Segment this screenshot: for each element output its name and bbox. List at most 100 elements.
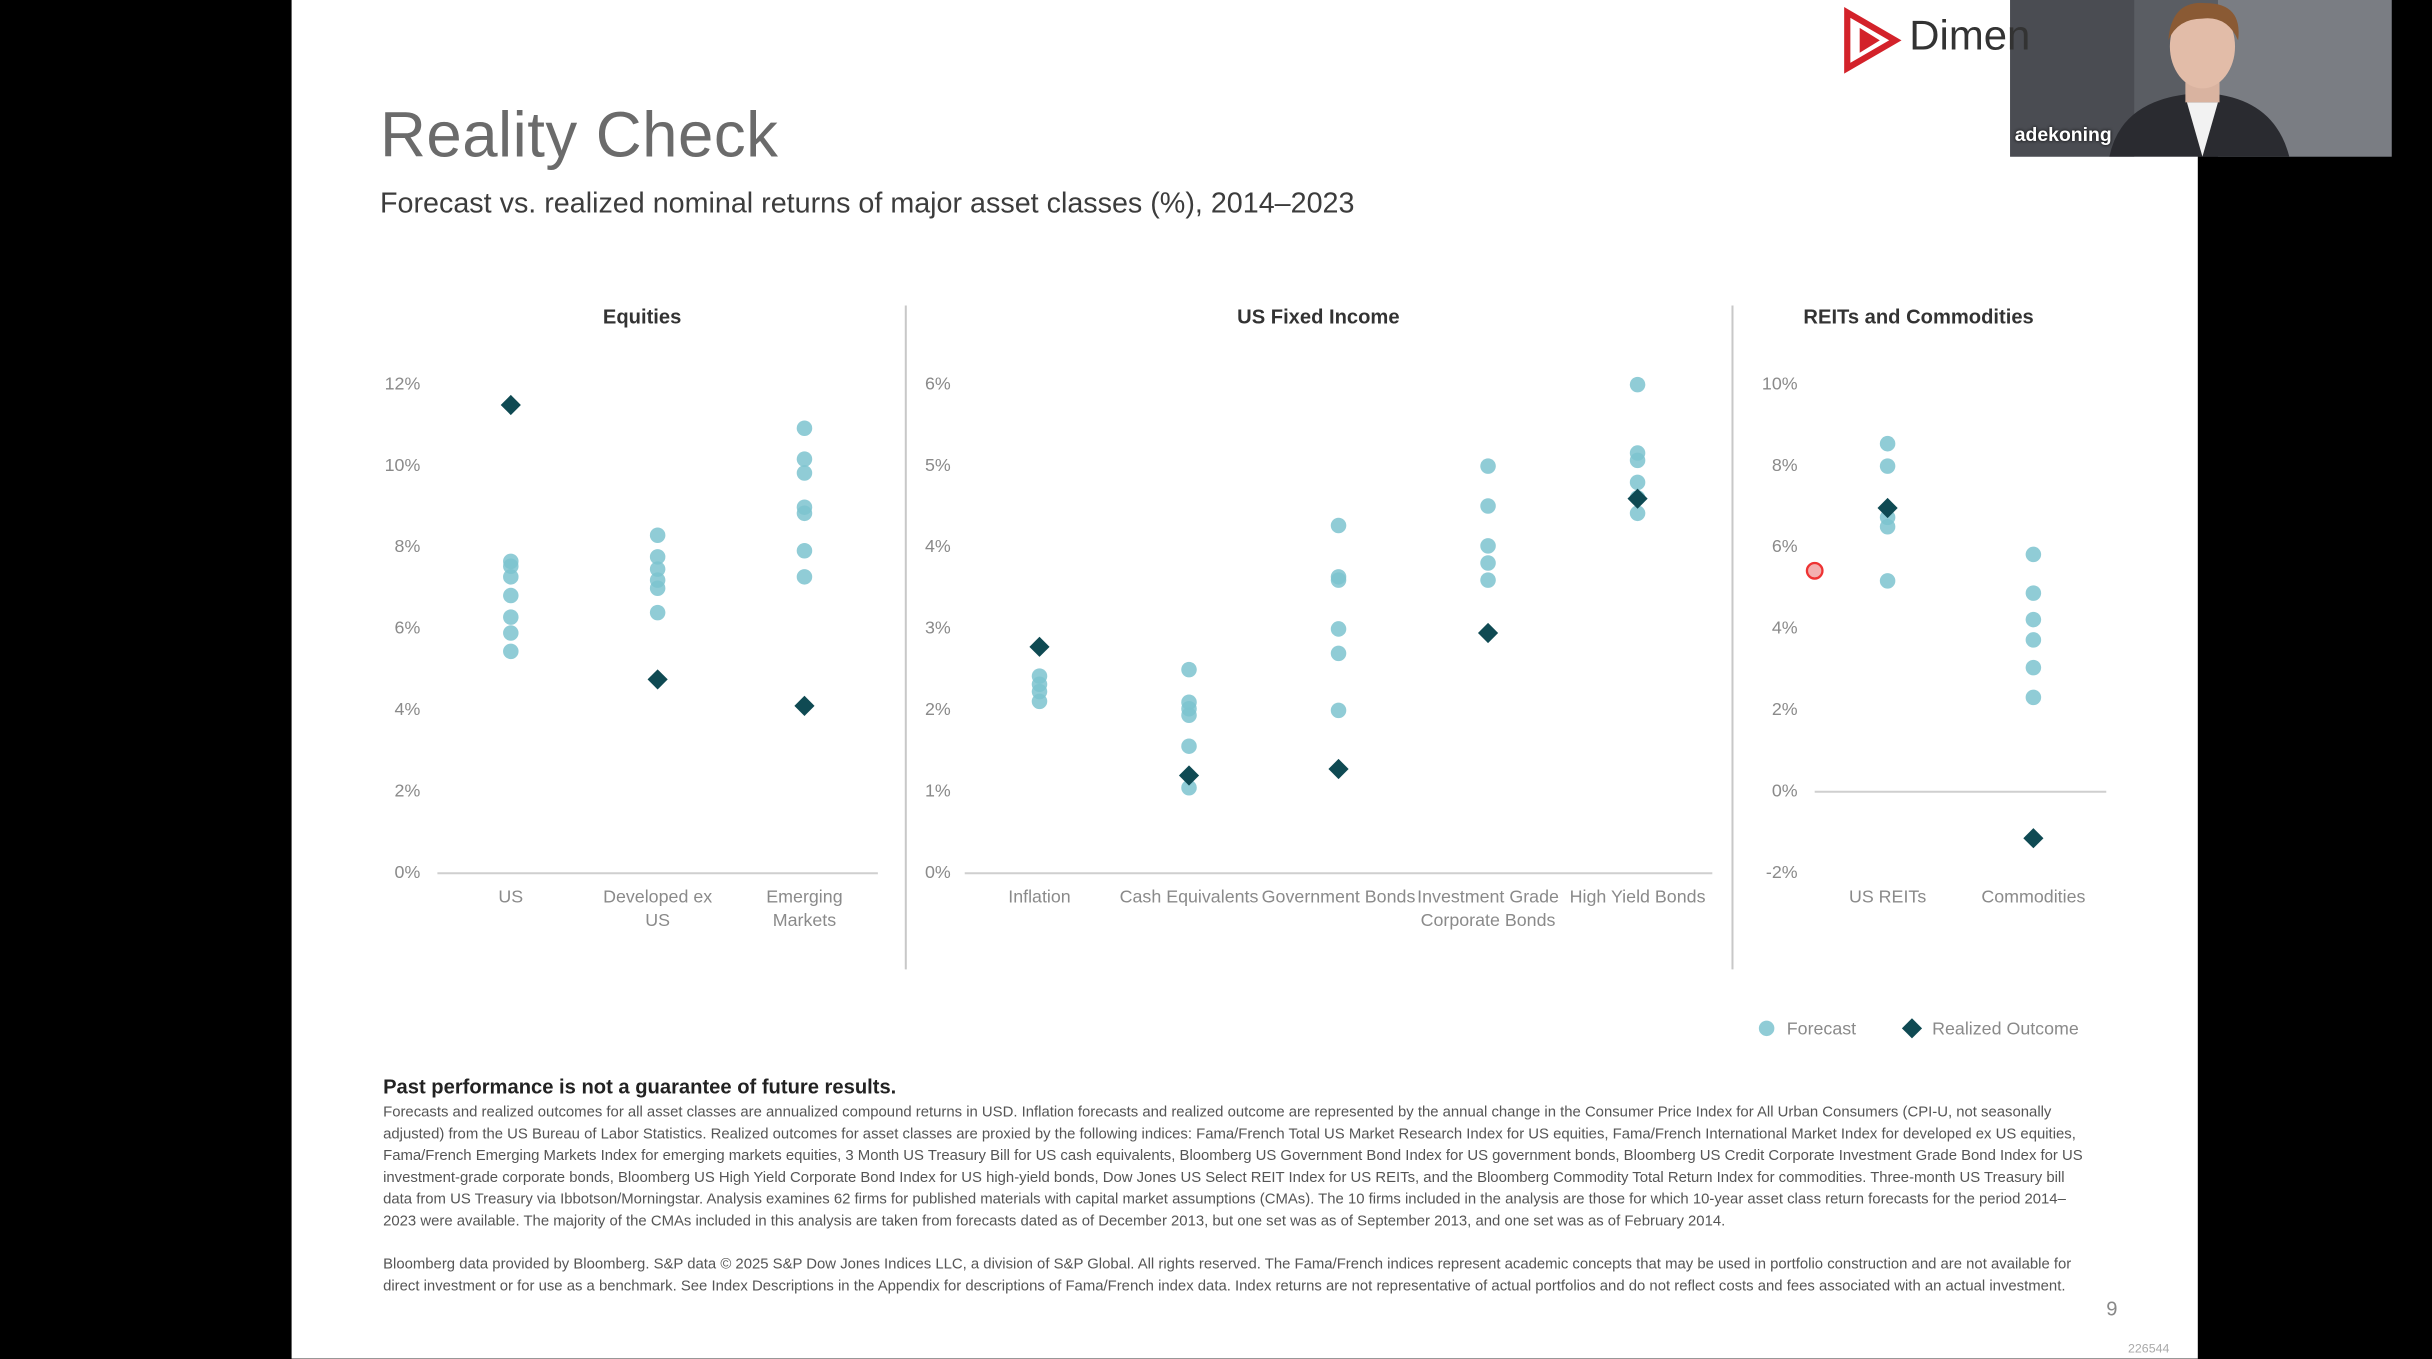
forecast-marker [503, 625, 519, 641]
page-number: 9 [2106, 1296, 2118, 1320]
forecast-marker [2025, 585, 2042, 601]
x-tick-label: High Yield Bonds [1569, 888, 1706, 908]
y-tick-label: 4% [1772, 618, 1798, 638]
realized-marker [1178, 765, 1200, 786]
legend-marker [1901, 1018, 1923, 1039]
participant-name: adekoning [2014, 124, 2112, 146]
realized-marker [1627, 488, 1648, 509]
forecast-marker [503, 609, 519, 625]
realized-marker [1877, 497, 1898, 519]
forecast-marker [649, 604, 666, 621]
logo-icon [1844, 7, 1902, 74]
x-tick-label: Emerging Markets [766, 888, 843, 930]
y-tick-label: 8% [1772, 455, 1798, 475]
forecast-marker [796, 505, 813, 522]
forecast-marker [2025, 611, 2042, 628]
y-tick-label: 6% [395, 618, 421, 638]
forecast-marker [503, 569, 519, 585]
y-tick-label: 2% [925, 699, 951, 719]
forecast-marker [796, 420, 813, 436]
slide-subtitle: Forecast vs. realized nominal returns of… [380, 186, 1355, 219]
forecast-marker [796, 543, 813, 559]
forecast-marker [1330, 572, 1347, 588]
chart-title: REITs and Commodities [1803, 306, 2033, 328]
realized-marker [647, 669, 668, 690]
realized-marker [794, 695, 815, 716]
forecast-marker [503, 587, 519, 604]
realized-marker [1328, 758, 1349, 780]
forecast-marker [2025, 546, 2042, 563]
forecast-marker [1181, 707, 1197, 724]
y-tick-label: 4% [925, 536, 951, 556]
x-tick-label: Investment Grade Corporate Bonds [1417, 888, 1559, 930]
video-thumbnail [2010, 0, 2392, 157]
y-tick-label: 6% [925, 373, 951, 393]
y-tick-label: 6% [1772, 536, 1798, 556]
forecast-marker [796, 569, 813, 585]
realized-marker [1029, 636, 1050, 657]
y-tick-label: 2% [395, 780, 421, 800]
forecast-marker [1330, 645, 1347, 662]
x-tick-label: Commodities [1981, 888, 2086, 908]
forecast-marker [796, 451, 813, 467]
forecast-marker [1181, 661, 1197, 678]
y-tick-label: 0% [395, 862, 421, 882]
forecast-marker [1480, 458, 1496, 474]
x-tick-label: US [498, 888, 524, 908]
forecast-marker [1031, 693, 1048, 710]
forecast-marker [649, 527, 666, 544]
y-tick-label: -2% [1766, 862, 1798, 882]
forecast-marker [1480, 555, 1496, 571]
slide-code: 226544 [2128, 1341, 2170, 1356]
x-tick-label: Cash Equivalents [1119, 888, 1259, 908]
slide-title: Reality Check [380, 99, 779, 171]
y-tick-label: 1% [925, 780, 951, 800]
forecast-marker [1181, 738, 1197, 754]
forecast-marker [1480, 572, 1496, 588]
logo-text: Dimen [1909, 12, 2031, 59]
forecast-marker [2025, 659, 2042, 676]
forecast-marker [1879, 458, 1896, 474]
forecast-marker [1480, 538, 1496, 554]
forecast-marker [2025, 689, 2042, 706]
x-tick-label: Inflation [1008, 888, 1071, 908]
forecast-marker [1629, 376, 1646, 393]
forecast-marker [1330, 621, 1347, 637]
y-tick-label: 10% [385, 455, 421, 475]
footnote: Forecasts and realized outcomes for all … [383, 1104, 2083, 1230]
forecast-marker [796, 465, 813, 481]
forecast-marker [1330, 702, 1347, 719]
realized-marker [500, 394, 521, 416]
chart-title: US Fixed Income [1237, 306, 1399, 328]
chart-title: Equities [603, 306, 681, 328]
forecast-marker [2025, 632, 2042, 648]
legend-label: Forecast [1787, 1019, 1856, 1039]
forecast-marker [1879, 573, 1896, 589]
y-tick-label: 3% [925, 618, 951, 638]
forecast-marker [1879, 435, 1896, 452]
forecast-marker [649, 561, 666, 577]
footnote: Bloomberg data provided by Bloomberg. S&… [383, 1256, 2072, 1295]
y-tick-label: 2% [1772, 699, 1798, 719]
disclaimer: Past performance is not a guarantee of f… [383, 1074, 897, 1099]
x-tick-label: Developed ex US [603, 888, 713, 930]
realized-marker [1477, 622, 1499, 644]
forecast-marker [1629, 452, 1646, 469]
legend-marker [1758, 1020, 1775, 1037]
forecast-marker [649, 549, 666, 565]
y-tick-label: 0% [1772, 780, 1798, 800]
x-tick-label: US REITs [1848, 888, 1927, 908]
forecast-marker [1480, 498, 1496, 514]
y-tick-label: 0% [925, 862, 951, 882]
forecast-marker [503, 643, 519, 660]
cursor [1805, 561, 1824, 580]
forecast-marker [1181, 779, 1197, 796]
y-tick-label: 5% [925, 455, 951, 475]
slide [291, 0, 2198, 1359]
legend-label: Realized Outcome [1932, 1019, 2079, 1039]
y-tick-label: 8% [395, 536, 421, 556]
y-tick-label: 10% [1762, 373, 1798, 393]
